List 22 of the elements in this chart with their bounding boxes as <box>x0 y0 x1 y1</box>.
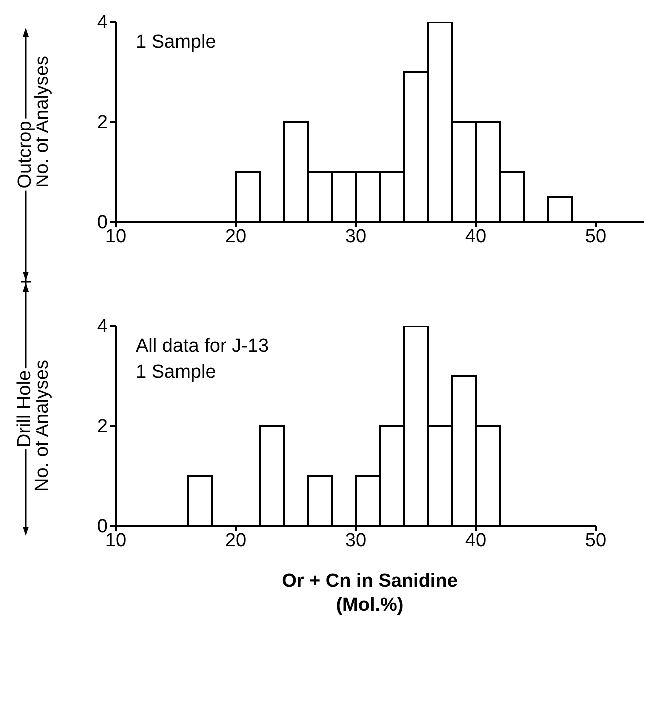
x-tick-label: 20 <box>225 226 247 248</box>
x-tick-label: 50 <box>585 530 607 552</box>
x-tick-label: 10 <box>105 530 127 552</box>
text: Outcrop <box>15 119 37 191</box>
y-tick-label: 4 <box>97 12 108 34</box>
x-tick-label: 50 <box>585 226 607 248</box>
y-tick-label: 2 <box>97 416 108 438</box>
text: Drill Hole <box>15 368 37 450</box>
y-tick-label: 4 <box>97 316 108 338</box>
x-tick-label: 30 <box>345 530 367 552</box>
annotation: 1 Sample <box>136 361 218 385</box>
y-tick-label: 0 <box>97 516 108 538</box>
x-tick-label: 40 <box>465 226 487 248</box>
x-axis-title: Or + Cn in Sanidine (Mol.%) <box>281 570 459 618</box>
y-tick-label: 0 <box>97 212 108 234</box>
x-tick-label: 30 <box>345 226 367 248</box>
x-tick-label: 10 <box>105 226 127 248</box>
annotation: 1 Sample <box>136 31 216 55</box>
y-tick-label: 2 <box>97 112 108 134</box>
annotation: All data for J-13 <box>136 335 270 359</box>
x-tick-label: 20 <box>225 530 247 552</box>
x-tick-label: 40 <box>465 530 487 552</box>
